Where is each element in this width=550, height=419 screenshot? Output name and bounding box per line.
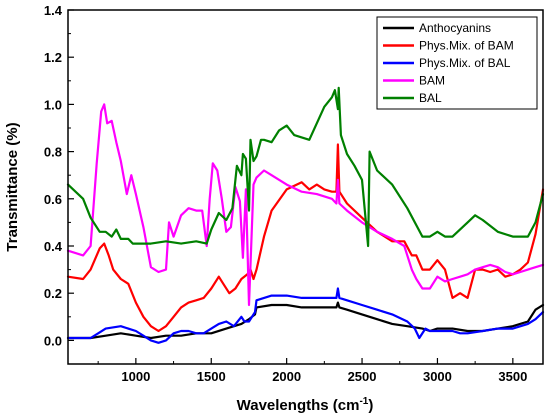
- series-line-2: [66, 287, 545, 344]
- y-axis-label: Transmittance (%): [4, 122, 21, 251]
- x-tick-label: 1000: [121, 369, 150, 384]
- y-tick-label: 0.4: [44, 239, 63, 254]
- y-tick-label: 1.0: [44, 97, 62, 112]
- legend-label-3: BAM: [419, 74, 445, 88]
- series-layer: [66, 86, 545, 344]
- y-tick-label: 0.8: [44, 145, 62, 160]
- y-tick-label: 0.6: [44, 192, 62, 207]
- x-tick-label: 3000: [423, 369, 452, 384]
- x-axis-label-tail: ): [368, 397, 373, 414]
- series-line-4: [66, 86, 545, 248]
- x-tick-label: 3500: [498, 369, 527, 384]
- legend-label-1: Phys.Mix. of BAM: [419, 39, 514, 53]
- plot-frame: [67, 9, 544, 365]
- series-line-0: [66, 301, 545, 340]
- y-tick-label: 1.2: [44, 50, 62, 65]
- legend-label-0: Anthocyanins: [419, 21, 491, 35]
- x-tick-label: 2000: [272, 369, 301, 384]
- y-tick-label: 0.2: [44, 286, 62, 301]
- x-axis-label-superscript: -1: [359, 396, 368, 407]
- series-line-1: [66, 143, 545, 333]
- legend-label-2: Phys.Mix. of BAL: [419, 56, 511, 70]
- x-axis-label: Wavelengths (cm-1): [237, 396, 374, 414]
- x-tick-label: 1500: [197, 369, 226, 384]
- legend-items: Anthocyanins Phys.Mix. of BAM Phys.Mix. of…: [383, 21, 514, 105]
- y-tick-label: 1.4: [44, 3, 63, 18]
- x-tick-label: 2500: [348, 369, 377, 384]
- legend-label-4: BAL: [419, 91, 442, 105]
- y-tick-label: 0.0: [44, 333, 62, 348]
- legend: Anthocyanins Phys.Mix. of BAM Phys.Mix. of…: [376, 16, 538, 110]
- x-axis-label-text: Wavelengths (cm: [237, 397, 360, 414]
- series-line-3: [66, 103, 545, 307]
- tick-layer: 1000 1500 2000 2500 3000 3500 0.0 0.2 0.4 0.6 0.8 1…: [44, 3, 527, 384]
